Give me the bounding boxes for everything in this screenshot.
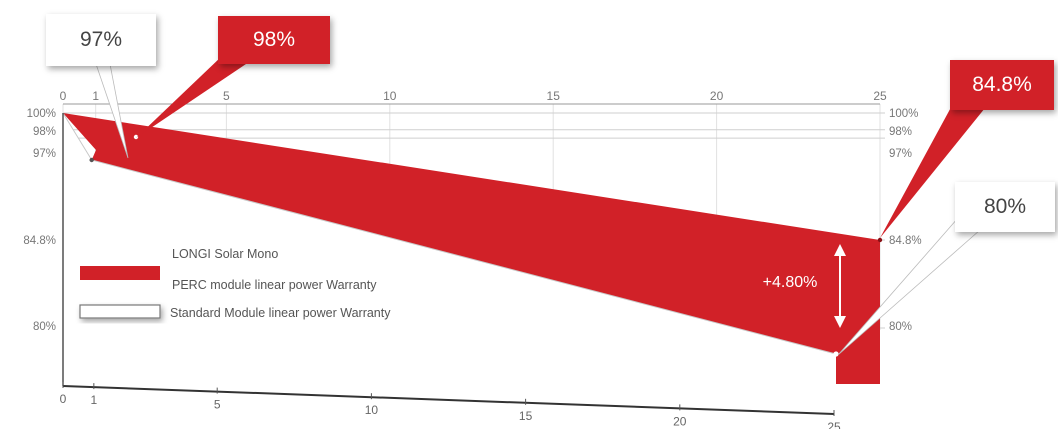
- difference-label: +4.80%: [763, 274, 818, 291]
- series-longi-area: [63, 113, 880, 384]
- callout-98: 98%: [218, 16, 330, 64]
- top-tick-label: 5: [223, 89, 230, 103]
- right-tick-label: 80%: [889, 321, 912, 333]
- top-tick-label: 25: [873, 89, 887, 103]
- difference-indicator: +4.80%: [763, 244, 846, 328]
- top-tick-label: 0: [60, 89, 67, 103]
- legend-label-longi-line1: LONGI Solar Mono: [172, 247, 278, 261]
- bottom-tick-label: 25: [827, 420, 841, 429]
- left-tick-label: 97%: [33, 148, 56, 160]
- left-tick-label: 80%: [33, 321, 56, 333]
- left-tick-label: 84.8%: [23, 235, 56, 247]
- legend-label-longi-line2: PERC module linear power Warranty: [172, 278, 377, 292]
- bottom-axis-line: [62, 385, 835, 415]
- left-tick-label: 100%: [27, 108, 56, 120]
- right-tick-label: 100%: [889, 108, 918, 120]
- callout-98-pointer: [136, 56, 246, 138]
- difference-arrow-head-bottom: [834, 316, 846, 328]
- chart-legend: LONGI Solar Mono PERC module linear powe…: [79, 247, 391, 320]
- callout-84-8-pointer: [880, 100, 985, 238]
- callout-84-8: 84.8%: [950, 60, 1054, 110]
- left-tick-label: 98%: [33, 126, 56, 138]
- legend-swatch-longi: [80, 266, 160, 280]
- bottom-tick-label: 20: [673, 414, 687, 428]
- bottom-tick-label: 0: [60, 392, 67, 406]
- right-tick-label: 97%: [889, 148, 912, 160]
- top-tick-label: 1: [92, 89, 99, 103]
- callout-97: 97%: [46, 14, 156, 66]
- point-standard-year1: [89, 157, 94, 163]
- chart-labels: 0 1 5 10 15 20 25100%98%97%84.8%80%100%98%97%8…: [23, 56, 985, 429]
- legend-swatch-standard: [79, 304, 161, 319]
- top-tick-label: 10: [383, 89, 397, 103]
- series-standard-area: [63, 113, 836, 412]
- bottom-tick-label: 1: [90, 393, 97, 407]
- bottom-tick-label: 15: [519, 409, 533, 423]
- bottom-tick-label: 10: [365, 403, 379, 417]
- callout-80: 80%: [955, 182, 1055, 232]
- point-standard-year25: [833, 351, 839, 357]
- right-tick-label: 84.8%: [889, 235, 922, 247]
- top-tick-label: 20: [710, 89, 724, 103]
- bottom-tick-label: 5: [214, 398, 221, 412]
- chart-axes: [62, 103, 880, 416]
- point-longi-year1: [133, 134, 139, 140]
- point-longi-year25: [877, 237, 883, 243]
- chart-areas: [62, 112, 880, 412]
- legend-label-standard: Standard Module linear power Warranty: [170, 306, 391, 320]
- difference-arrow-head-top: [834, 244, 846, 256]
- right-tick-label: 98%: [889, 126, 912, 138]
- top-tick-label: 15: [547, 89, 561, 103]
